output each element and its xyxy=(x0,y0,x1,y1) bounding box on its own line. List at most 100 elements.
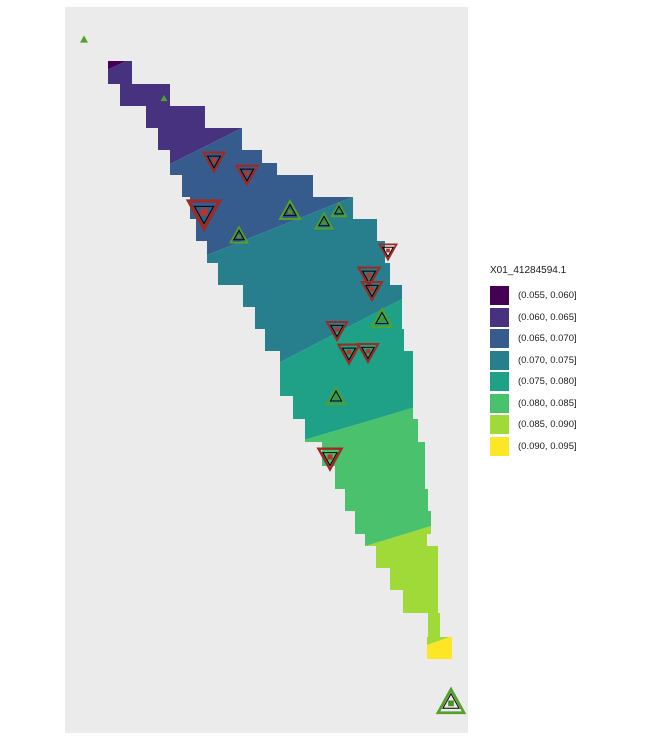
marker-down xyxy=(356,342,380,365)
marker-down xyxy=(316,447,344,472)
triangle-center-dot xyxy=(386,248,390,253)
marker-up xyxy=(435,686,467,715)
marker-down xyxy=(336,343,362,366)
marker-up xyxy=(330,201,348,218)
marker-up-tiny xyxy=(80,35,88,43)
triangle-outline xyxy=(234,164,260,187)
legend-swatch xyxy=(490,436,509,456)
legend-item: (0.060, 0.065] xyxy=(490,307,577,327)
marker-down xyxy=(185,199,223,233)
legend-item: (0.055, 0.060] xyxy=(490,286,577,305)
legend-item-label: (0.065, 0.070] xyxy=(518,333,577,344)
legend-swatch xyxy=(490,350,509,370)
marker-down xyxy=(377,243,399,262)
legend: X01_41284594.1 (0.055, 0.060] (0.060, 0.0… xyxy=(490,265,577,458)
marker-down xyxy=(360,280,384,303)
legend-item: (0.085, 0.090] xyxy=(490,415,577,434)
triangle-inner-outline xyxy=(232,229,246,241)
triangle-center-dot xyxy=(322,220,326,225)
marker-up xyxy=(313,211,335,230)
marker-down xyxy=(201,151,227,174)
triangle-center-dot xyxy=(200,208,208,216)
legend-swatch xyxy=(490,307,509,327)
band-region-1 xyxy=(108,61,452,219)
marker-down xyxy=(234,164,260,187)
triangle-inner-outline xyxy=(322,452,338,467)
legend-title: X01_41284594.1 xyxy=(490,265,567,276)
legend-item: (0.090, 0.095] xyxy=(490,436,577,456)
triangle-inner-outline xyxy=(442,692,460,709)
triangle-inner-outline xyxy=(381,246,395,258)
legend-item-label: (0.055, 0.060] xyxy=(518,290,577,301)
triangle-inner-outline xyxy=(329,389,343,402)
marker-up xyxy=(278,198,302,221)
marker-up-tiny xyxy=(160,94,168,102)
legend-swatch xyxy=(490,329,509,348)
triangle-center-dot xyxy=(337,209,341,213)
triangle-inner-outline xyxy=(193,205,215,225)
triangle-center-dot xyxy=(346,349,352,355)
triangle-inner-outline xyxy=(282,203,298,217)
triangle-center-dot xyxy=(369,287,375,292)
legend-item: (0.080, 0.085] xyxy=(490,393,577,413)
triangle-inner-outline xyxy=(364,284,380,298)
triangle-inner-outline xyxy=(360,346,376,360)
triangle-inner-outline xyxy=(374,311,390,325)
marker-down xyxy=(325,320,349,343)
triangle-outline xyxy=(325,320,349,343)
triangle-center-dot xyxy=(448,700,454,707)
legend-item-label: (0.060, 0.065] xyxy=(518,311,577,323)
triangle-outline xyxy=(370,306,394,329)
triangle-center-dot xyxy=(244,170,250,176)
triangle-center-dot xyxy=(211,157,217,163)
legend-swatch xyxy=(490,393,509,413)
triangle-center-dot xyxy=(366,272,372,278)
triangle-inner-outline xyxy=(341,347,357,361)
legend-item-label: (0.090, 0.095] xyxy=(518,440,577,452)
triangle-outline xyxy=(185,199,223,233)
triangle-outline xyxy=(228,225,250,244)
legend-swatch xyxy=(490,372,509,391)
triangle-center-dot xyxy=(365,349,371,354)
triangle-outline xyxy=(435,686,467,715)
triangle-inner-outline xyxy=(317,215,331,227)
triangle-outline xyxy=(336,343,362,366)
marker-up xyxy=(370,306,394,329)
triangle-inner-outline xyxy=(329,324,345,338)
legend-item-label: (0.075, 0.080] xyxy=(518,376,577,387)
marker-down xyxy=(356,266,382,289)
triangle-center-dot xyxy=(237,234,241,239)
tiny-triangle-icon xyxy=(160,94,168,102)
triangle-outline xyxy=(330,201,348,218)
legend-item-label: (0.085, 0.090] xyxy=(518,419,577,430)
triangle-inner-outline xyxy=(239,168,255,182)
triangle-outline xyxy=(313,211,335,230)
triangle-inner-outline xyxy=(333,205,345,215)
triangle-center-dot xyxy=(287,209,293,214)
triangle-outline xyxy=(377,243,399,262)
triangle-inner-outline xyxy=(361,270,377,284)
legend-item-label: (0.070, 0.075] xyxy=(518,354,577,366)
triangle-center-dot xyxy=(327,454,333,460)
triangle-outline xyxy=(278,198,302,221)
legend-swatch xyxy=(490,415,509,434)
legend-item: (0.065, 0.070] xyxy=(490,329,577,348)
triangle-outline xyxy=(201,151,227,174)
legend-items: (0.055, 0.060] (0.060, 0.065] (0.065, 0.07… xyxy=(490,286,577,456)
triangle-center-dot xyxy=(334,327,340,332)
marker-up xyxy=(325,385,347,406)
legend-item: (0.075, 0.080] xyxy=(490,372,577,391)
triangle-outline xyxy=(356,342,380,365)
legend-item-label: (0.080, 0.085] xyxy=(518,397,577,409)
triangle-outline xyxy=(360,280,384,303)
triangle-inner-outline xyxy=(206,155,222,169)
marker-up xyxy=(228,225,250,244)
tiny-triangle-icon xyxy=(80,35,88,43)
triangle-outline xyxy=(325,385,347,406)
triangle-center-dot xyxy=(334,395,338,400)
triangle-outline xyxy=(356,266,382,289)
triangle-outline xyxy=(316,447,344,472)
triangle-center-dot xyxy=(379,317,385,322)
